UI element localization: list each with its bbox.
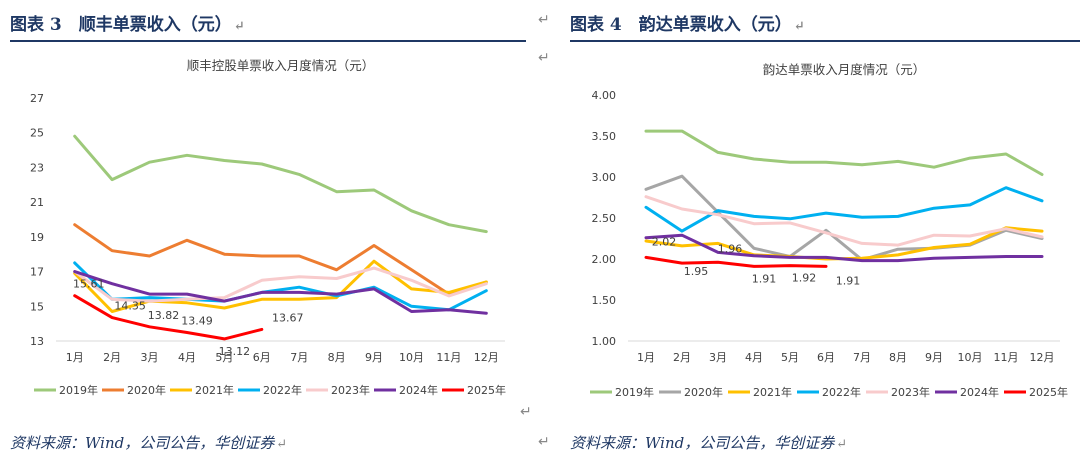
y-tick-label: 15 bbox=[30, 300, 44, 313]
legend-label: 2024年 bbox=[960, 385, 999, 399]
figure-panel-sf: 图表 3 顺丰单票收入（元） ↵ 顺丰控股单票收入月度情况（元） 27 25 23 21 1… bbox=[0, 0, 530, 464]
y-tick-label: 19 bbox=[30, 231, 44, 244]
legend-label: 2020年 bbox=[684, 385, 723, 399]
series-line-2024年 bbox=[644, 233, 1044, 263]
x-tick-label: 8月 bbox=[889, 351, 907, 364]
return-mark: ↵ bbox=[538, 12, 550, 28]
x-tick-label: 7月 bbox=[290, 351, 308, 364]
y-tick-label: 3.50 bbox=[592, 130, 617, 143]
x-tick-label: 8月 bbox=[328, 351, 346, 364]
data-label: 15.61 bbox=[73, 278, 105, 291]
x-tick-label: 11月 bbox=[994, 351, 1019, 364]
x-tick-label: 5月 bbox=[781, 351, 799, 364]
figure-title: 图表 4 韵达单票收入（元） ↵ bbox=[570, 15, 805, 35]
legend-label: 2025年 bbox=[1029, 385, 1068, 399]
legend-label: 2021年 bbox=[753, 385, 792, 399]
x-tick-label: 2月 bbox=[673, 351, 691, 364]
y-tick-label: 27 bbox=[30, 92, 44, 105]
yunda-revenue-chart: 韵达单票收入月度情况（元） 4.00 3.50 3.00 2.50 2.00 1.50 1.0… bbox=[590, 62, 1068, 399]
figure-panel-yunda: 图表 4 韵达单票收入（元） ↵ 韵达单票收入月度情况（元） 4.00 3.50 3.0… bbox=[560, 0, 1080, 464]
series-line-2025年 bbox=[73, 294, 264, 341]
series-line-2022年 bbox=[73, 261, 488, 312]
y-tick-label: 2.50 bbox=[592, 212, 617, 225]
series-line-2023年 bbox=[73, 266, 488, 303]
legend-label: 2022年 bbox=[263, 383, 302, 397]
x-tick-label: 4月 bbox=[745, 351, 763, 364]
series-line-2024年 bbox=[73, 270, 488, 315]
x-tick-label: 12月 bbox=[1030, 351, 1055, 364]
y-tick-label: 25 bbox=[30, 127, 44, 140]
return-mark: ↵ bbox=[538, 50, 550, 66]
data-label: 13.49 bbox=[181, 314, 213, 327]
x-tick-label: 6月 bbox=[253, 351, 271, 364]
legend-label: 2021年 bbox=[195, 383, 234, 397]
return-mark: ↵ bbox=[538, 434, 550, 450]
chart-title: 韵达单票收入月度情况（元） bbox=[763, 62, 926, 77]
data-label: 1.95 bbox=[684, 265, 709, 278]
data-label: 13.67 bbox=[272, 311, 304, 324]
y-tick-label: 23 bbox=[30, 161, 44, 174]
x-tick-label: 3月 bbox=[709, 351, 727, 364]
data-label: 13.82 bbox=[148, 309, 180, 322]
data-label: 1.96 bbox=[718, 242, 743, 255]
legend-label: 2020年 bbox=[127, 383, 166, 397]
y-tick-label: 1.50 bbox=[592, 294, 617, 307]
series-line-2025年 bbox=[644, 255, 828, 268]
source-note: 资料来源：Wind，公司公告，华创证券 ↵ bbox=[10, 434, 288, 452]
data-label: 1.92 bbox=[792, 272, 817, 285]
y-tick-label: 4.00 bbox=[592, 89, 617, 102]
x-tick-label: 1月 bbox=[637, 351, 655, 364]
y-tick-label: 1.00 bbox=[592, 335, 617, 348]
y-tick-label: 3.00 bbox=[592, 171, 617, 184]
figure-title: 图表 3 顺丰单票收入（元） ↵ bbox=[10, 15, 245, 35]
data-label: 2.02 bbox=[652, 235, 677, 248]
x-tick-label: 1月 bbox=[66, 351, 84, 364]
x-tick-label: 7月 bbox=[853, 351, 871, 364]
x-tick-label: 9月 bbox=[925, 351, 943, 364]
x-tick-label: 3月 bbox=[141, 351, 159, 364]
y-tick-label: 21 bbox=[30, 196, 44, 209]
series-line-2020年 bbox=[73, 223, 488, 296]
y-tick-label: 17 bbox=[30, 266, 44, 279]
data-label: 13.12 bbox=[219, 345, 251, 358]
x-tick-label: 2月 bbox=[103, 351, 121, 364]
legend-label: 2023年 bbox=[891, 385, 930, 399]
title-rule bbox=[570, 40, 1080, 42]
x-tick-label: 10月 bbox=[958, 351, 983, 364]
x-tick-label: 10月 bbox=[399, 351, 424, 364]
return-mark: ↵ bbox=[520, 404, 532, 420]
legend-label: 2023年 bbox=[331, 383, 370, 397]
series-line-2021年 bbox=[73, 259, 488, 313]
source-note: 资料来源：Wind，公司公告，华创证券 ↵ bbox=[570, 434, 848, 452]
data-label: 14.35 bbox=[114, 300, 146, 313]
legend-label: 2019年 bbox=[615, 385, 654, 399]
legend-label: 2024年 bbox=[399, 383, 438, 397]
legend-label: 2025年 bbox=[467, 383, 506, 397]
data-label: 1.91 bbox=[752, 272, 777, 285]
series-line-2023年 bbox=[644, 195, 1044, 247]
x-tick-label: 6月 bbox=[817, 351, 835, 364]
x-tick-label: 4月 bbox=[178, 351, 196, 364]
x-tick-label: 9月 bbox=[365, 351, 383, 364]
legend-label: 2022年 bbox=[822, 385, 861, 399]
y-tick-label: 13 bbox=[30, 335, 44, 348]
title-rule bbox=[10, 40, 526, 42]
data-label: 1.91 bbox=[836, 274, 861, 287]
legend-label: 2019年 bbox=[59, 383, 98, 397]
x-tick-label: 11月 bbox=[436, 351, 461, 364]
series-line-2022年 bbox=[644, 186, 1044, 233]
series-line-2019年 bbox=[73, 134, 488, 234]
sf-revenue-chart: 顺丰控股单票收入月度情况（元） 27 25 23 21 19 17 15 13 1月 2月 3月 4月 5… bbox=[30, 58, 506, 397]
y-tick-label: 2.00 bbox=[592, 253, 617, 266]
series-line-2019年 bbox=[644, 129, 1044, 176]
chart-title: 顺丰控股单票收入月度情况（元） bbox=[187, 58, 375, 73]
x-tick-label: 12月 bbox=[474, 351, 499, 364]
x-tick-label: 5月 bbox=[215, 351, 233, 364]
